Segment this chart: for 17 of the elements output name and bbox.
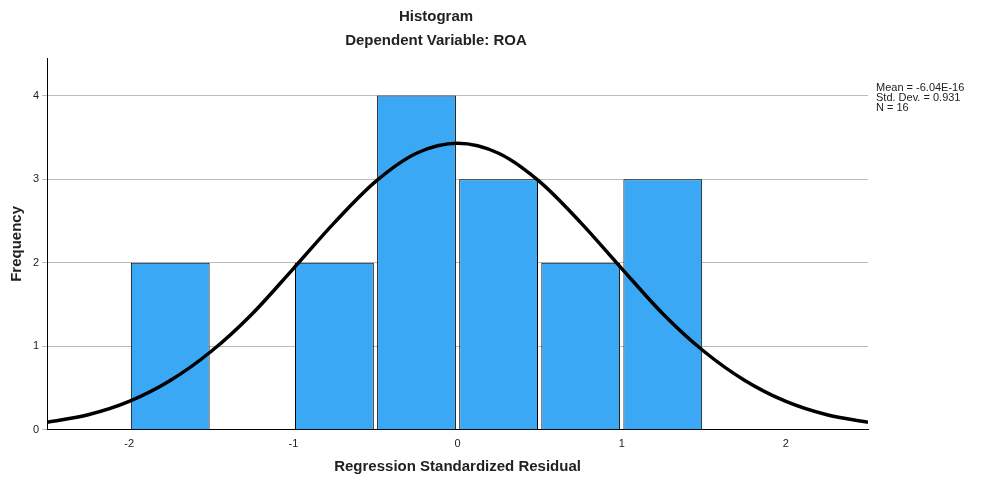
chart-title: Histogram (398, 7, 474, 25)
y-tick-label: 0 (32, 422, 40, 435)
x-tick-label: -1 (288, 437, 299, 450)
x-tick-label: -2 (124, 437, 135, 450)
y-tick-label: 1 (32, 339, 40, 352)
text: Mean = -6.04E-16 (876, 80, 965, 93)
x-tick-label: 0 (454, 437, 461, 450)
y-tick-label: 2 (32, 255, 40, 268)
x-tick-label: 2 (782, 437, 789, 450)
y-axis-title: Frequency (7, 205, 25, 282)
y-tick-label: 4 (32, 88, 40, 101)
x-tick-label: 1 (618, 437, 625, 450)
y-tick-label: 3 (32, 172, 40, 185)
x-axis-title: Regression Standardized Residual (334, 457, 581, 475)
text: Std. Dev. = 0.931 (876, 90, 961, 103)
text: N = 16 (876, 100, 909, 113)
chart-subtitle: Dependent Variable: ROA (345, 31, 528, 49)
